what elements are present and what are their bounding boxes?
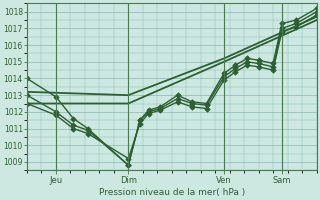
X-axis label: Pression niveau de la mer( hPa ): Pression niveau de la mer( hPa )	[99, 188, 245, 197]
